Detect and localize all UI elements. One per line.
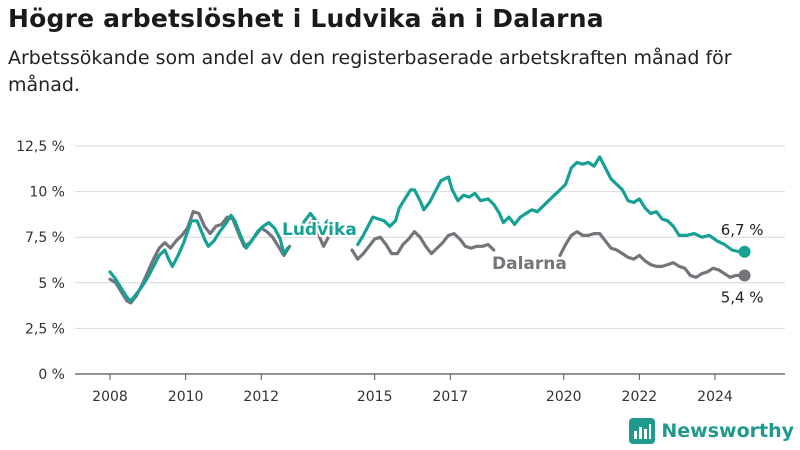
y-tick-label: 12,5 % bbox=[16, 139, 65, 155]
series-line-dalarna bbox=[350, 230, 496, 261]
series-line-ludvika bbox=[356, 155, 742, 254]
chart-subtitle: Arbetssökande som andel av den registerb… bbox=[8, 47, 732, 96]
x-tick-label: 2017 bbox=[432, 389, 468, 405]
x-tick-label: 2020 bbox=[546, 389, 582, 405]
grid-lines bbox=[75, 145, 785, 329]
x-tick-label: 2008 bbox=[92, 389, 128, 405]
series-line-dalarna bbox=[305, 219, 337, 248]
x-tick-label: 2024 bbox=[697, 389, 733, 405]
labels: 6,7 % 5,4 % Ludvika Dalarna bbox=[280, 218, 764, 307]
y-tick-label: 10 % bbox=[29, 185, 65, 201]
brand-name: Newsworthy bbox=[661, 420, 794, 442]
end-label-dalarna: 5,4 % bbox=[721, 289, 764, 307]
series-line-ludvika bbox=[108, 213, 290, 303]
y-tick-label: 0 % bbox=[38, 367, 65, 383]
series-line-ludvika bbox=[297, 211, 339, 236]
y-tick-label: 2,5 % bbox=[25, 321, 65, 337]
chart-title: Högre arbetslöshet i Ludvika än i Dalarn… bbox=[8, 4, 604, 33]
series-name-ludvika: Ludvika bbox=[282, 220, 357, 240]
series-lines bbox=[108, 155, 742, 305]
axes: 0 % 2,5 % 5 % 7,5 % 10 % 12,5 % 2008 2010 2012 20… bbox=[16, 139, 785, 405]
end-point-dalarna bbox=[738, 269, 751, 282]
x-tick-label: 2012 bbox=[243, 389, 279, 405]
y-tick-label: 5 % bbox=[38, 276, 65, 292]
newsworthy-logo-icon bbox=[629, 418, 656, 444]
x-tick-label: 2022 bbox=[622, 389, 658, 405]
y-tick-label: 7,5 % bbox=[25, 230, 65, 246]
x-tick-label: 2010 bbox=[168, 389, 204, 405]
brand-logo: Newsworthy bbox=[629, 418, 794, 444]
end-label-ludvika: 6,7 % bbox=[721, 221, 764, 239]
series-line-dalarna bbox=[558, 230, 742, 279]
end-point-ludvika bbox=[738, 245, 751, 258]
series-name-dalarna: Dalarna bbox=[492, 254, 567, 274]
x-tick-label: 2015 bbox=[357, 389, 393, 405]
